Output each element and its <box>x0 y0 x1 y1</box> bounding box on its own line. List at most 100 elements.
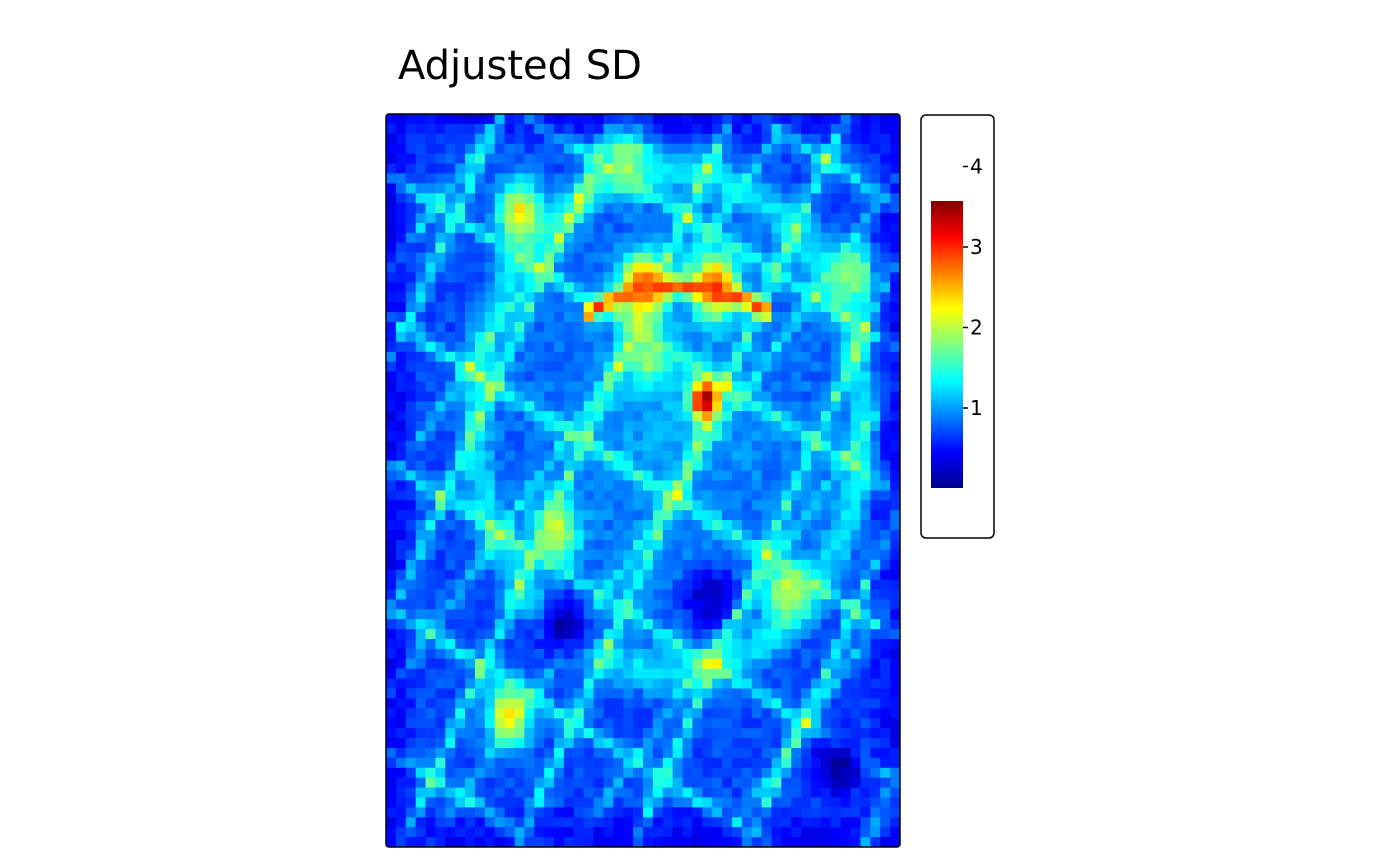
heatmap-cell <box>603 232 614 244</box>
heatmap-cell <box>583 609 595 620</box>
heatmap-cell <box>682 302 694 313</box>
heatmap-cell <box>474 678 486 690</box>
heatmap-cell <box>484 203 496 214</box>
heatmap-cell <box>386 480 397 492</box>
heatmap-cell <box>455 411 466 422</box>
heatmap-cell <box>890 114 900 125</box>
heatmap-cell <box>890 569 900 581</box>
heatmap-cell <box>702 698 713 709</box>
heatmap-cell <box>573 143 585 155</box>
heatmap-cell <box>840 272 852 283</box>
heatmap-cell <box>524 728 535 739</box>
heatmap-cell <box>761 688 773 700</box>
heatmap-cell <box>702 133 713 145</box>
heatmap-cell <box>474 133 486 145</box>
heatmap-cell <box>811 440 822 452</box>
heatmap-cell <box>524 619 535 630</box>
heatmap-cell <box>791 837 802 847</box>
heatmap-cell <box>573 599 585 610</box>
heatmap-cell <box>791 559 802 571</box>
heatmap-cell <box>593 203 605 214</box>
heatmap-cell <box>791 203 802 214</box>
heatmap-cell <box>771 222 782 234</box>
heatmap-cell <box>662 520 674 531</box>
heatmap-cell <box>722 807 733 818</box>
heatmap-cell <box>514 688 525 700</box>
heatmap-cell <box>623 123 634 135</box>
heatmap-cell <box>504 757 516 769</box>
heatmap-cell <box>554 331 565 343</box>
heatmap-cell <box>386 658 397 670</box>
heatmap-cell <box>514 242 525 254</box>
heatmap-cell <box>830 648 842 660</box>
heatmap-cell <box>643 381 654 392</box>
heatmap-cell <box>583 322 595 333</box>
heatmap-cell <box>781 173 792 184</box>
heatmap-cell <box>554 589 565 600</box>
heatmap-cell <box>544 698 555 709</box>
heatmap-cell <box>870 440 881 452</box>
heatmap-cell <box>544 648 555 660</box>
heatmap-cell <box>722 331 733 343</box>
heatmap-cell <box>830 708 842 719</box>
heatmap-cell <box>741 331 753 343</box>
heatmap-cell <box>652 450 664 462</box>
heatmap-cell <box>652 252 664 264</box>
heatmap-cell <box>405 203 417 214</box>
heatmap-cell <box>830 114 842 125</box>
heatmap-cell <box>791 351 802 363</box>
heatmap-cell <box>573 797 585 808</box>
heatmap-cell <box>692 579 703 591</box>
heatmap-cell <box>474 440 486 452</box>
heatmap-cell <box>751 163 763 175</box>
heatmap-cell <box>880 470 891 482</box>
heatmap-cell <box>682 114 694 125</box>
heatmap-cell <box>474 827 486 838</box>
heatmap-cell <box>544 638 555 650</box>
heatmap-cell <box>386 153 397 165</box>
heatmap-cell <box>455 242 466 254</box>
heatmap-cell <box>830 559 842 571</box>
heatmap-cell <box>583 242 595 254</box>
heatmap-cell <box>554 361 565 373</box>
heatmap-cell <box>593 767 605 779</box>
heatmap-cell <box>623 411 634 422</box>
heatmap-cell <box>494 143 506 155</box>
heatmap-cell <box>563 777 575 789</box>
heatmap-cell <box>771 787 782 799</box>
heatmap-cell <box>890 331 900 343</box>
heatmap-cell <box>761 817 773 828</box>
heatmap-cell <box>445 738 456 749</box>
heatmap-cell <box>633 698 644 709</box>
heatmap-cell <box>781 648 792 660</box>
heatmap-cell <box>445 371 456 383</box>
heatmap-cell <box>465 579 476 591</box>
heatmap-cell <box>623 213 634 224</box>
heatmap-cell <box>633 817 644 828</box>
heatmap-cell <box>751 549 763 561</box>
heatmap-cell <box>603 222 614 234</box>
heatmap-cell <box>425 549 437 561</box>
heatmap-cell <box>643 272 654 283</box>
heatmap-cell <box>692 460 703 472</box>
heatmap-cell <box>890 153 900 165</box>
heatmap-cell <box>870 708 881 719</box>
heatmap-cell <box>554 718 565 729</box>
heatmap-cell <box>751 252 763 264</box>
heatmap-cell <box>830 391 842 402</box>
heatmap-cell <box>781 371 792 383</box>
heatmap-cell <box>494 331 506 343</box>
heatmap-cell <box>524 292 535 303</box>
heatmap-cell <box>474 638 486 650</box>
heatmap-cell <box>672 322 684 333</box>
heatmap-cell <box>652 658 664 670</box>
heatmap-cell <box>643 460 654 472</box>
heatmap-cell <box>554 123 565 135</box>
heatmap-cell <box>870 213 881 224</box>
heatmap-cell <box>386 242 397 254</box>
heatmap-cell <box>613 688 624 700</box>
heatmap-cell <box>860 282 871 293</box>
heatmap-cell <box>474 609 486 620</box>
heatmap-cell <box>692 569 703 581</box>
heatmap-cell <box>751 262 763 274</box>
